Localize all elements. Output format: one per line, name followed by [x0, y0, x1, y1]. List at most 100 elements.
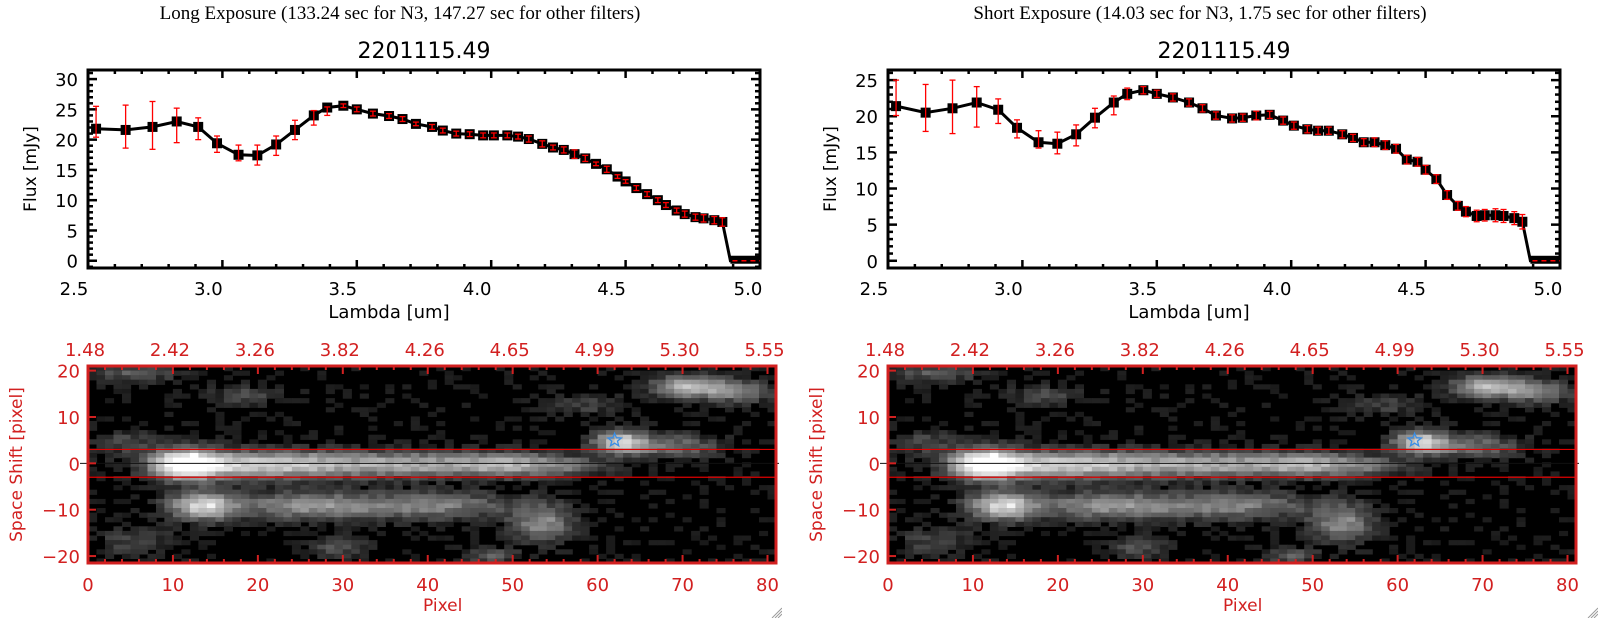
image-pixel — [657, 398, 667, 404]
image-pixel — [716, 508, 726, 514]
image-pixel — [283, 471, 293, 477]
image-pixel — [640, 448, 650, 454]
image-pixel — [1389, 407, 1399, 413]
image-pixel — [563, 498, 573, 505]
image-pixel — [1474, 457, 1484, 463]
image-pixel — [232, 388, 242, 395]
image-pixel — [96, 471, 106, 477]
image-pixel — [156, 375, 166, 381]
image-pixel — [487, 480, 497, 486]
image-pixel — [283, 448, 293, 454]
image-pixel — [922, 366, 932, 372]
resize-grip-icon[interactable] — [770, 606, 782, 618]
image-pixel — [487, 517, 497, 523]
image-pixel — [122, 544, 132, 550]
image-pixel — [1100, 526, 1110, 532]
image-pixel — [1219, 503, 1229, 509]
image-pixel — [1015, 517, 1025, 523]
image-pixel — [1304, 526, 1314, 532]
image-pixel — [1448, 370, 1458, 376]
image-pixel — [529, 476, 539, 482]
image-pixel — [981, 480, 991, 486]
image-pixel — [139, 370, 149, 376]
resize-grip-icon[interactable] — [1586, 606, 1598, 618]
image-pixel — [589, 448, 599, 454]
image-pixel — [939, 476, 949, 482]
image-pixel — [1253, 508, 1263, 514]
image-pixel — [139, 485, 149, 491]
image-pixel — [147, 553, 157, 559]
image-pixel — [232, 508, 242, 514]
image-pixel — [334, 530, 344, 537]
image-pixel — [1389, 462, 1399, 468]
image-pixel — [742, 398, 752, 404]
image-pixel — [888, 535, 898, 541]
image-pixel — [351, 540, 361, 546]
image-pixel — [512, 476, 522, 482]
image-pixel — [1550, 388, 1560, 395]
image-pixel — [1355, 540, 1365, 546]
image-pixel — [896, 498, 906, 505]
image-pixel — [1176, 498, 1186, 505]
image-pixel — [580, 443, 590, 450]
image-pixel — [1287, 503, 1297, 509]
image-pixel — [147, 526, 157, 532]
image-pixel — [597, 443, 607, 450]
image-pixel — [1346, 508, 1356, 514]
image-pixel — [96, 476, 106, 482]
image-pixel — [1108, 457, 1118, 463]
image-pixel — [351, 498, 361, 505]
image-pixel — [913, 544, 923, 550]
image-pixel — [436, 558, 446, 564]
image-pixel — [1108, 503, 1118, 509]
image-pixel — [512, 526, 522, 532]
image-pixel — [981, 517, 991, 523]
image-pixel — [972, 388, 982, 395]
image-pixel — [172, 370, 182, 376]
image-pixel — [436, 489, 446, 495]
image-pixel — [1389, 457, 1399, 463]
image-pixel — [223, 480, 233, 486]
x-tick-label: 3.5 — [328, 279, 357, 300]
image-pixel — [147, 517, 157, 523]
image-pixel — [351, 489, 361, 495]
image-pixel — [896, 471, 906, 477]
image-pixel — [113, 530, 123, 537]
image-pixel — [1457, 476, 1467, 482]
image-pixel — [1185, 453, 1195, 459]
image-pixel — [1066, 448, 1076, 454]
image-pixel — [1304, 443, 1314, 450]
image-pixel — [964, 498, 974, 505]
image-pixel — [385, 462, 395, 468]
image-pixel — [1457, 434, 1467, 440]
image-pixel — [640, 439, 650, 445]
image-pixel — [223, 466, 233, 472]
image-pixel — [257, 530, 267, 537]
image-pixel — [181, 434, 191, 440]
image-pixel — [427, 535, 437, 541]
image-pixel — [139, 544, 149, 550]
image-pixel — [939, 434, 949, 440]
image-pixel — [1465, 398, 1475, 404]
image-pixel — [1142, 443, 1152, 450]
image-pixel — [402, 494, 412, 500]
image-pixel — [614, 462, 624, 468]
image-pixel — [1346, 530, 1356, 537]
image-pixel — [1329, 366, 1339, 372]
image-pixel — [1219, 466, 1229, 472]
image-pixel — [759, 439, 769, 445]
image-pixel — [156, 476, 166, 482]
image-pixel — [1448, 375, 1458, 381]
image-pixel — [896, 530, 906, 537]
image-pixel — [1006, 517, 1016, 523]
image-frame — [86, 364, 778, 565]
image-pixel — [410, 512, 420, 518]
image-pixel — [240, 457, 250, 463]
image-pixel — [470, 388, 480, 395]
image-pixel — [368, 485, 378, 491]
image-pixel — [164, 462, 174, 468]
image-pixel — [1363, 530, 1373, 537]
image-pixel — [189, 448, 199, 454]
image-pixel — [105, 544, 115, 550]
image-pixel — [888, 517, 898, 523]
